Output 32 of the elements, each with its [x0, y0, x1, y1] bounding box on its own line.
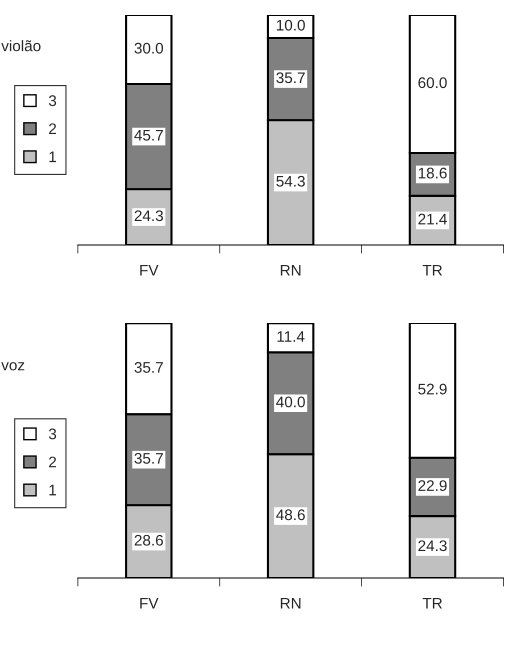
legend-label: 1 [49, 484, 56, 496]
data-label: 52.9 [418, 384, 447, 394]
legend-title: voz [1, 362, 24, 370]
x-tick-label: TR [422, 265, 442, 276]
data-label: 28.6 [134, 534, 163, 546]
data-label: 11.4 [278, 331, 304, 342]
legend-title: violão [1, 40, 41, 52]
data-label: 24.3 [134, 210, 163, 222]
data-label: 40.0 [276, 396, 305, 408]
data-label: 60.0 [418, 77, 447, 88]
data-label: 45.7 [134, 130, 163, 141]
data-label: 35.7 [134, 362, 163, 373]
legend-label: 3 [48, 428, 56, 440]
legend-label: 3 [48, 95, 56, 106]
data-label: 54.3 [276, 176, 305, 187]
data-label: 35.7 [134, 452, 163, 464]
data-label: 48.6 [276, 509, 305, 520]
x-tick-label: TR [422, 598, 442, 609]
x-tick-label: FV [140, 598, 158, 609]
data-label: 30.0 [134, 42, 164, 54]
x-tick-label: RN [280, 265, 300, 276]
x-tick-label: FV [140, 265, 158, 276]
data-label: 24.3 [418, 540, 447, 552]
data-label: 10.0 [276, 20, 305, 31]
data-label: 21.4 [418, 214, 447, 224]
legend-label: 2 [49, 123, 56, 134]
data-label: 18.6 [418, 168, 447, 178]
x-tick-label: RN [280, 598, 300, 609]
data-label: 22.9 [418, 480, 447, 492]
data-label: 35.7 [276, 72, 305, 84]
legend-label: 2 [49, 456, 56, 468]
legend-label: 1 [49, 152, 56, 162]
